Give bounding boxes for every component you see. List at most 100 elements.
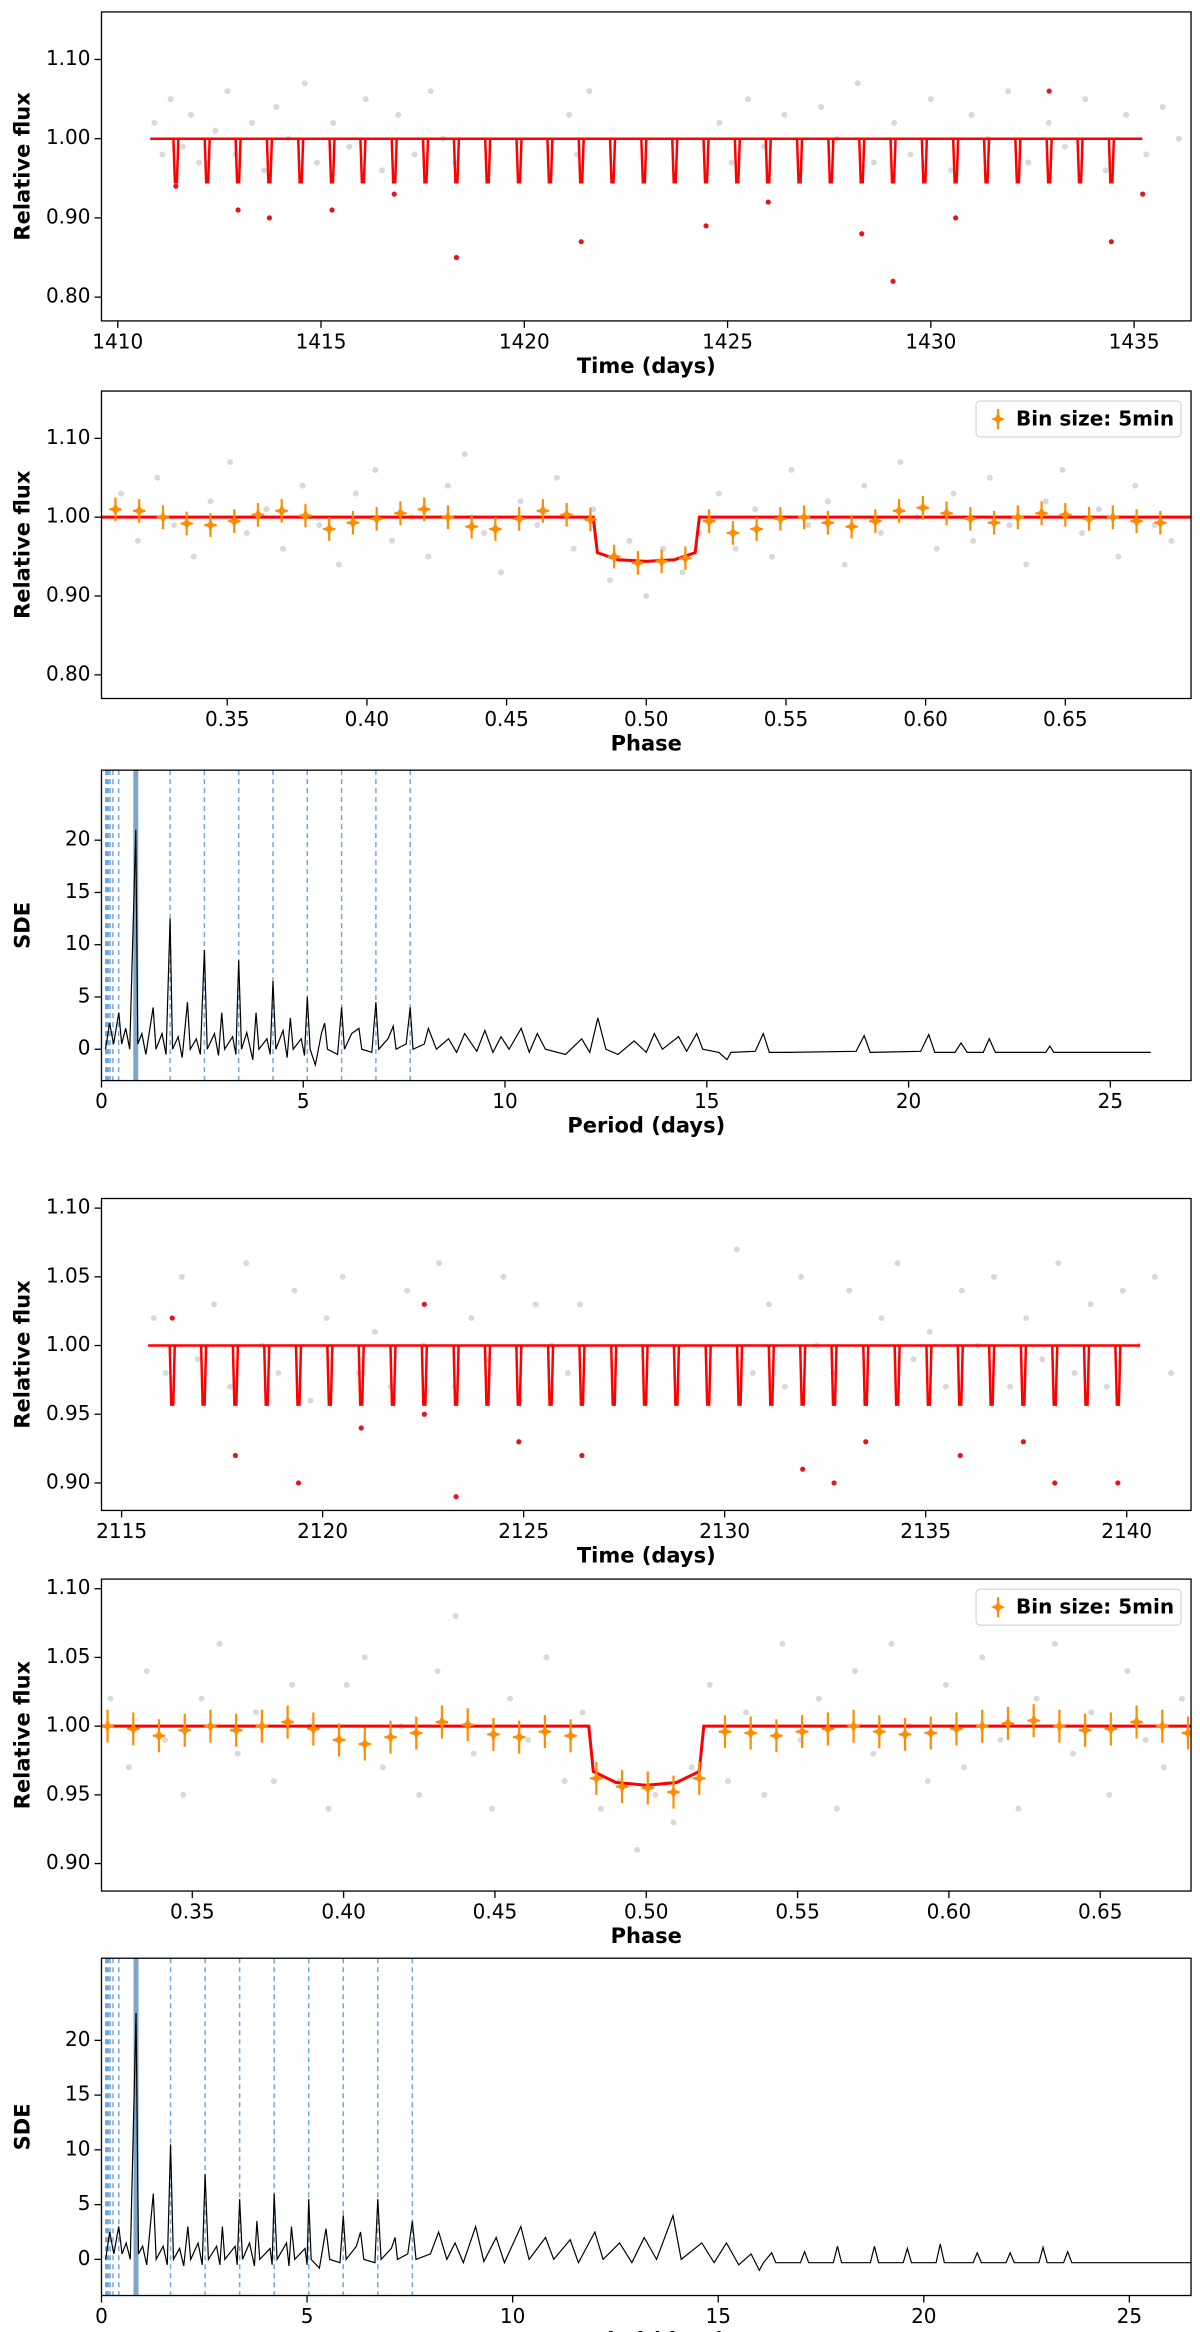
plot-area	[104, 770, 1151, 1081]
data-point	[950, 490, 957, 497]
data-point	[846, 1287, 853, 1294]
bin-point	[559, 507, 574, 522]
data-point	[768, 553, 775, 560]
data-point	[586, 88, 593, 95]
model-transit	[546, 1345, 555, 1406]
model-transit	[452, 138, 461, 184]
bin-point	[306, 1721, 321, 1736]
y-tick-label: 1.10	[46, 46, 91, 70]
x-tick-label: 1435	[1109, 329, 1160, 353]
x-tick-label: 0	[95, 2304, 108, 2328]
bin-point	[250, 507, 265, 522]
data-point	[1045, 119, 1052, 126]
bin-point	[939, 506, 954, 521]
data-point	[1070, 1750, 1077, 1757]
model-transit	[390, 138, 398, 184]
model-transit	[735, 1345, 744, 1406]
data-point	[271, 1778, 278, 1785]
data-point	[299, 482, 306, 489]
in-transit-point	[421, 1411, 427, 1417]
data-point	[507, 1695, 514, 1702]
model-transit	[893, 1345, 901, 1406]
axes-frame	[100, 1957, 1192, 2297]
in-transit-point	[266, 215, 272, 221]
x-tick-label: 2140	[1101, 1519, 1152, 1543]
y-tick-label: 0.90	[46, 1850, 91, 1874]
data-point	[732, 545, 739, 552]
data-point	[679, 569, 686, 576]
data-point	[216, 1640, 223, 1647]
bin-point	[1058, 507, 1073, 522]
model-transit	[1045, 138, 1053, 184]
x-tick-label: 2120	[297, 1519, 348, 1543]
data-point	[961, 1764, 968, 1771]
data-point	[927, 96, 934, 103]
in-transit-point	[800, 1466, 806, 1472]
bin-point	[512, 511, 527, 526]
data-point	[1015, 1805, 1022, 1812]
model-transit	[577, 138, 585, 184]
in-transit-point	[1115, 1480, 1121, 1486]
data-point	[275, 1370, 282, 1377]
data-point	[907, 151, 914, 158]
bin-point	[322, 522, 337, 537]
in-transit-point	[421, 1301, 427, 1307]
x-tick-label: 20	[911, 2304, 936, 2328]
data-point	[243, 529, 250, 536]
data-point	[263, 506, 270, 513]
x-tick-label: 0.35	[205, 707, 250, 731]
panel: 2115 2120 2125 2130 2135 2140 0.90 0.95 1.00 1.05…	[10, 1195, 1192, 1567]
bin-point	[692, 1771, 707, 1786]
data-point	[150, 1315, 157, 1322]
plot-area	[101, 451, 1192, 600]
bin-point	[820, 515, 835, 530]
data-point	[179, 143, 186, 150]
data-point	[634, 1846, 641, 1853]
data-point	[187, 111, 194, 118]
data-point	[818, 104, 825, 111]
model-transit	[640, 138, 648, 184]
model-transit	[1014, 138, 1022, 184]
x-tick-label: 10	[492, 1089, 517, 1113]
y-axis-label: SDE	[10, 2103, 34, 2150]
bin-point	[975, 1719, 990, 1734]
in-transit-point	[1140, 191, 1146, 197]
bin-point	[630, 555, 645, 570]
data-point	[1095, 506, 1102, 513]
data-point	[289, 1681, 296, 1688]
x-tick-label: 1420	[499, 329, 550, 353]
data-point	[190, 553, 197, 560]
x-tick-label: 2125	[498, 1519, 549, 1543]
bin-point	[383, 1730, 398, 1745]
data-point	[162, 1370, 169, 1377]
data-point	[805, 522, 812, 529]
data-point	[958, 1287, 965, 1294]
data-point	[196, 159, 203, 166]
data-point	[1159, 104, 1166, 111]
data-point	[815, 1695, 822, 1702]
data-point	[590, 506, 597, 513]
y-tick-label: 0	[78, 2246, 91, 2270]
data-point	[779, 1640, 786, 1647]
y-axis-label: Relative flux	[10, 1280, 34, 1429]
data-point	[761, 1791, 768, 1798]
data-point	[352, 490, 359, 497]
model-transit	[672, 1345, 681, 1406]
model-transit	[987, 1345, 996, 1406]
x-tick-label: 0.50	[624, 707, 669, 731]
x-tick-label: 2135	[900, 1519, 951, 1543]
bin-point	[132, 503, 147, 518]
y-tick-label: 5	[78, 983, 91, 1007]
y-tick-label: 10	[65, 931, 90, 955]
data-point	[1039, 1356, 1046, 1363]
model-transit	[515, 1345, 523, 1406]
data-point	[313, 159, 320, 166]
bin-point	[179, 516, 194, 531]
x-tick-label: 2130	[699, 1519, 750, 1543]
y-tick-label: 5	[78, 2191, 91, 2215]
data-point	[301, 80, 308, 87]
bin-point	[949, 1721, 964, 1736]
x-tick-label: 0.40	[345, 707, 390, 731]
bin-point	[892, 503, 907, 518]
y-tick-label: 1.10	[46, 1575, 91, 1599]
